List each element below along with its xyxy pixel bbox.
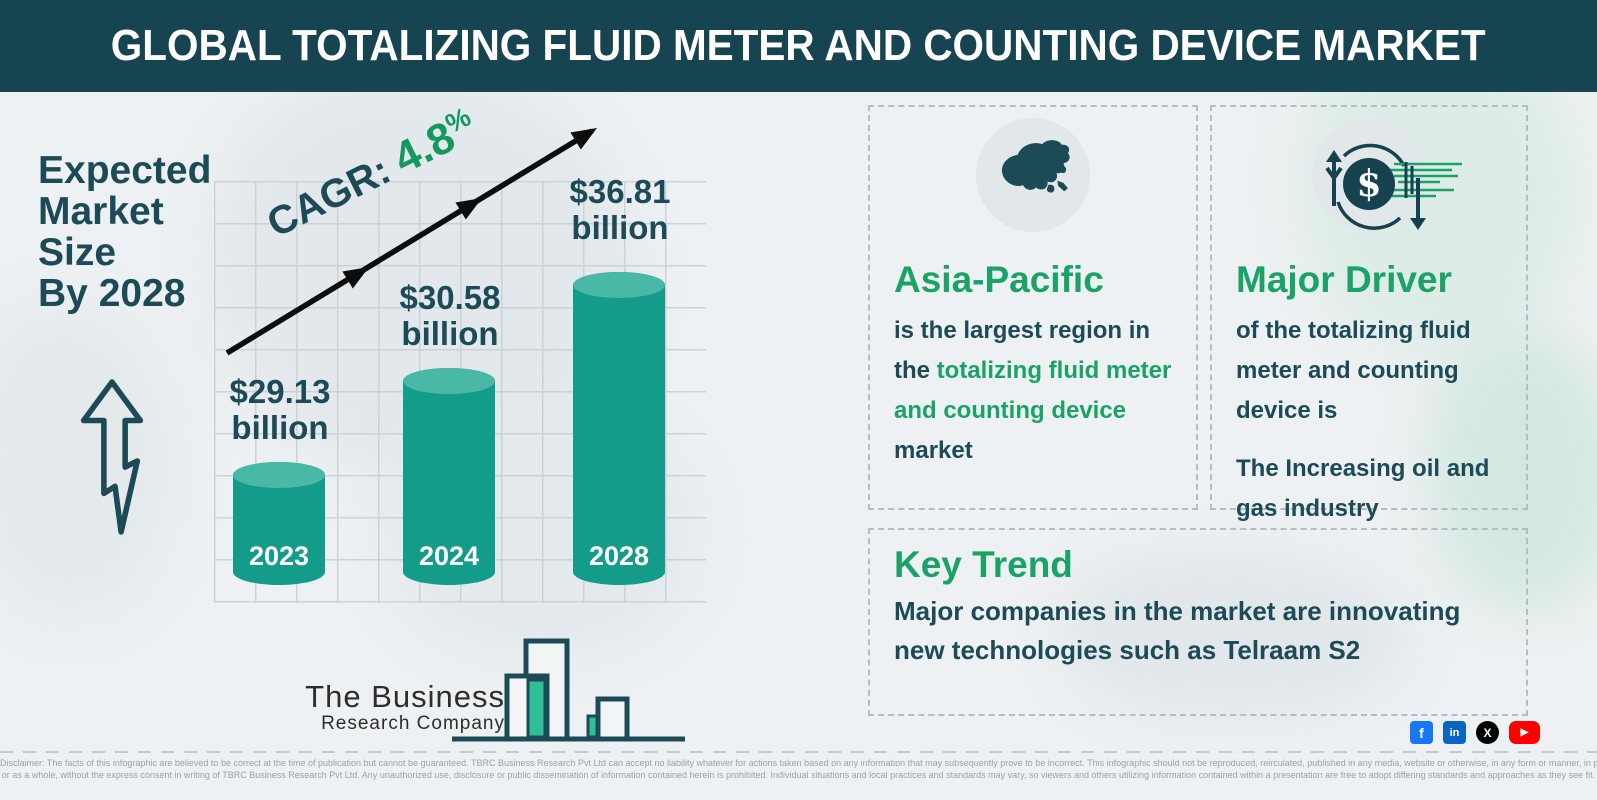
value-amount: $29.13 (229, 373, 331, 410)
value-unit: billion (571, 209, 669, 246)
logo-name-line2: Research Company (321, 713, 505, 734)
body-highlight: totalizing fluid meter and counting devi… (894, 357, 1172, 424)
bar-value-label-2023: $29.13 billion (190, 374, 370, 446)
linkedin-icon[interactable]: in (1443, 721, 1466, 744)
region-card-body: is the largest region in the totalizing … (894, 311, 1172, 471)
body-text: market (894, 437, 973, 464)
bar-2028: 2028 (573, 272, 665, 585)
bar-2024: 2024 (403, 368, 495, 585)
driver-card-body: of the totalizing fluid meter and counti… (1236, 317, 1471, 424)
bar-year-label: 2028 (588, 541, 650, 571)
heading-line: By 2028 (38, 272, 186, 315)
svg-text:$: $ (1356, 163, 1381, 205)
heading-line: Market (38, 190, 164, 233)
social-links: f in X ▶ (1410, 721, 1540, 744)
driver-card-highlight: The Increasing oil and gas industry (1236, 455, 1490, 522)
company-logo-icon (452, 638, 685, 742)
heading-line: Size (38, 231, 117, 274)
value-amount: $36.81 (569, 173, 671, 210)
youtube-icon[interactable]: ▶ (1509, 721, 1540, 744)
trend-card-body: Major companies in the market are innova… (894, 596, 1461, 665)
bar-year-label: 2023 (248, 541, 310, 571)
trend-card-heading: Key Trend (894, 544, 1073, 585)
footer-separator (0, 751, 1597, 753)
heading-line: Expected (38, 149, 212, 192)
x-twitter-icon[interactable]: X (1476, 721, 1499, 744)
asia-map-icon (976, 118, 1090, 232)
page-title: GLOBAL TOTALIZING FLUID METER AND COUNTI… (111, 21, 1486, 70)
driver-card-heading: Major Driver (1236, 259, 1452, 300)
world-map-watermark (1060, 550, 1410, 720)
region-card: Asia-Pacific is the largest region in th… (868, 105, 1198, 510)
expected-market-size-heading: Expected Market Size By 2028 (38, 150, 258, 314)
dollar-flow-icon: $ (1312, 118, 1462, 232)
bar-value-label-2028: $36.81 billion (530, 174, 710, 246)
trend-card: Key Trend Major companies in the market … (868, 528, 1528, 716)
bar-value-label-2024: $30.58 billion (360, 280, 540, 352)
header-bar: GLOBAL TOTALIZING FLUID METER AND COUNTI… (0, 0, 1597, 92)
facebook-icon[interactable]: f (1410, 721, 1433, 744)
growth-arrow-icon (80, 379, 144, 535)
value-unit: billion (401, 315, 499, 352)
disclaimer-line-1: Disclaimer: The facts of this infographi… (0, 758, 1597, 768)
bar-2023: 2023 (233, 462, 325, 585)
trend-arrow (225, 128, 597, 356)
body-text: is the largest region in the (894, 317, 1151, 384)
disclaimer-line-2: or as a whole, without the express conse… (1, 770, 1596, 780)
world-map-watermark (1430, 330, 1597, 610)
bar-year-label: 2024 (418, 541, 480, 571)
driver-card: $ Major Driver of the totalizing fluid m… (1210, 105, 1528, 522)
region-card-heading: Asia-Pacific (894, 259, 1104, 300)
company-logo-text: The Business Research Company (293, 680, 505, 735)
value-unit: billion (231, 409, 329, 446)
value-amount: $30.58 (399, 279, 501, 316)
logo-name-line1: The Business (305, 679, 505, 714)
